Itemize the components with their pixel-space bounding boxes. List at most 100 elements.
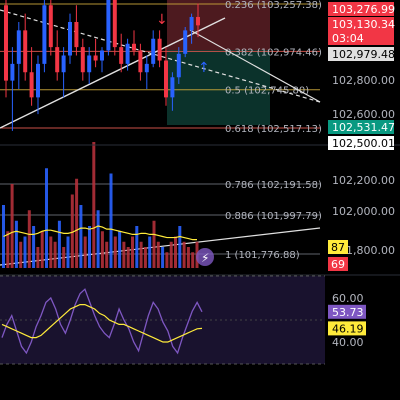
candle xyxy=(176,47,181,84)
volume-bar xyxy=(113,236,117,268)
candle xyxy=(164,47,168,106)
price-tag-text: 102,979.48 xyxy=(332,48,395,61)
fib-retracement[interactable]: 0.236 (103,257.38) 0.382 (102,974.46) 0.5 … xyxy=(0,0,322,261)
volume-bar xyxy=(105,241,109,268)
candle-body xyxy=(164,60,168,98)
volume-bar xyxy=(178,226,182,268)
volume-bar xyxy=(143,247,147,268)
candle xyxy=(119,33,124,73)
rsi-panel xyxy=(0,275,325,365)
candle-body xyxy=(42,5,47,64)
volume-bar xyxy=(83,236,87,268)
rsi-tag: 46.19 xyxy=(328,321,366,336)
candle-body xyxy=(138,50,143,73)
volume-bar xyxy=(6,231,10,268)
volume-bar xyxy=(156,241,160,268)
candle xyxy=(157,30,162,68)
price-tag-bg xyxy=(328,2,394,16)
candle-body xyxy=(16,30,21,64)
candle xyxy=(144,55,149,89)
price-tag: 102,979.48 xyxy=(328,47,395,61)
candle-body xyxy=(23,30,28,73)
volume-trend-line xyxy=(0,227,321,266)
volume-bar xyxy=(165,252,169,268)
descending-trend-line xyxy=(189,29,321,103)
down-arrow-icon: ↓ xyxy=(156,12,168,28)
price-tag-text: 102,531.47 xyxy=(332,121,395,134)
price-tag-bg xyxy=(328,47,394,61)
candle-body xyxy=(170,77,175,98)
volume-tag-text: 69 xyxy=(331,258,345,271)
price-tag: 103,130.34 xyxy=(328,17,395,31)
rsi-axis-label: 60.00 xyxy=(332,292,364,305)
volume-bar xyxy=(182,241,186,268)
price-tag-bg xyxy=(328,136,394,150)
candle-body xyxy=(125,43,130,64)
volume-bar xyxy=(131,236,134,268)
candle-body xyxy=(61,55,66,73)
rsi-tag-bg xyxy=(328,321,366,336)
volume-bar xyxy=(109,173,113,268)
volume-bar xyxy=(75,178,79,268)
candle xyxy=(74,5,79,56)
volume-bar xyxy=(45,168,48,268)
candle xyxy=(68,13,72,64)
candle-body xyxy=(176,53,181,78)
fib-label: 0.886 (101,997.79) xyxy=(225,211,322,222)
volume-bar xyxy=(53,241,57,268)
candle xyxy=(106,0,111,56)
candle xyxy=(100,47,104,73)
volume-bar xyxy=(169,241,173,268)
candle-body xyxy=(100,50,104,61)
volume-bar xyxy=(40,231,44,268)
candle xyxy=(125,38,130,71)
fib-label: 0.236 (103,257.38) xyxy=(225,0,322,11)
candle-body xyxy=(112,0,117,48)
fib-level-0-618: 0.618 (102,517.13) xyxy=(0,124,322,135)
rsi-axis-label: 40.00 xyxy=(332,336,364,349)
candle xyxy=(183,27,188,58)
volume-bar xyxy=(66,236,70,268)
candle-body xyxy=(93,55,98,61)
candle xyxy=(189,13,194,44)
candle-body xyxy=(189,16,194,31)
fib-label: 1 (101,776.88) xyxy=(225,250,300,261)
fib-level-0-786: 0.786 (102,191.58) xyxy=(0,180,322,191)
volume-bar xyxy=(49,236,53,268)
volume-bar xyxy=(186,247,190,268)
candle xyxy=(93,38,98,68)
volume-tag-text: 87 xyxy=(331,241,345,254)
candle xyxy=(4,0,8,98)
volume-bar xyxy=(135,226,139,268)
candle xyxy=(55,30,60,81)
candle-body xyxy=(183,30,188,54)
rsi-line xyxy=(1,288,203,355)
candle xyxy=(170,72,175,111)
volume-bar xyxy=(79,205,83,268)
fib-label: 0.5 (102,745.80) xyxy=(225,86,309,97)
volume-bar xyxy=(122,241,126,268)
volume-bar xyxy=(152,220,156,268)
price-tag-text: 103,276.99 xyxy=(332,3,395,16)
rsi-tag-text: 46.19 xyxy=(332,322,364,335)
rsi-ma-line xyxy=(1,304,203,343)
volume-tag: 87 xyxy=(328,240,348,254)
rsi-tag-bg xyxy=(328,304,366,319)
lightning-glyph: ⚡ xyxy=(201,251,209,265)
candle xyxy=(132,30,136,56)
volume-bar xyxy=(174,236,177,268)
volume-bars xyxy=(2,142,199,268)
rsi-tag-text: 53.73 xyxy=(332,306,364,319)
candle-body xyxy=(29,72,34,98)
price-axis-label: 102,600.00 xyxy=(332,108,395,121)
volume-bar xyxy=(100,231,104,268)
fib-label: 0.618 (102,517.13) xyxy=(225,124,322,135)
volume-bar xyxy=(14,220,18,268)
candle-body xyxy=(106,0,111,51)
volume-ma-line xyxy=(3,225,197,241)
volume-bar xyxy=(27,210,31,268)
candle-body xyxy=(55,47,60,73)
